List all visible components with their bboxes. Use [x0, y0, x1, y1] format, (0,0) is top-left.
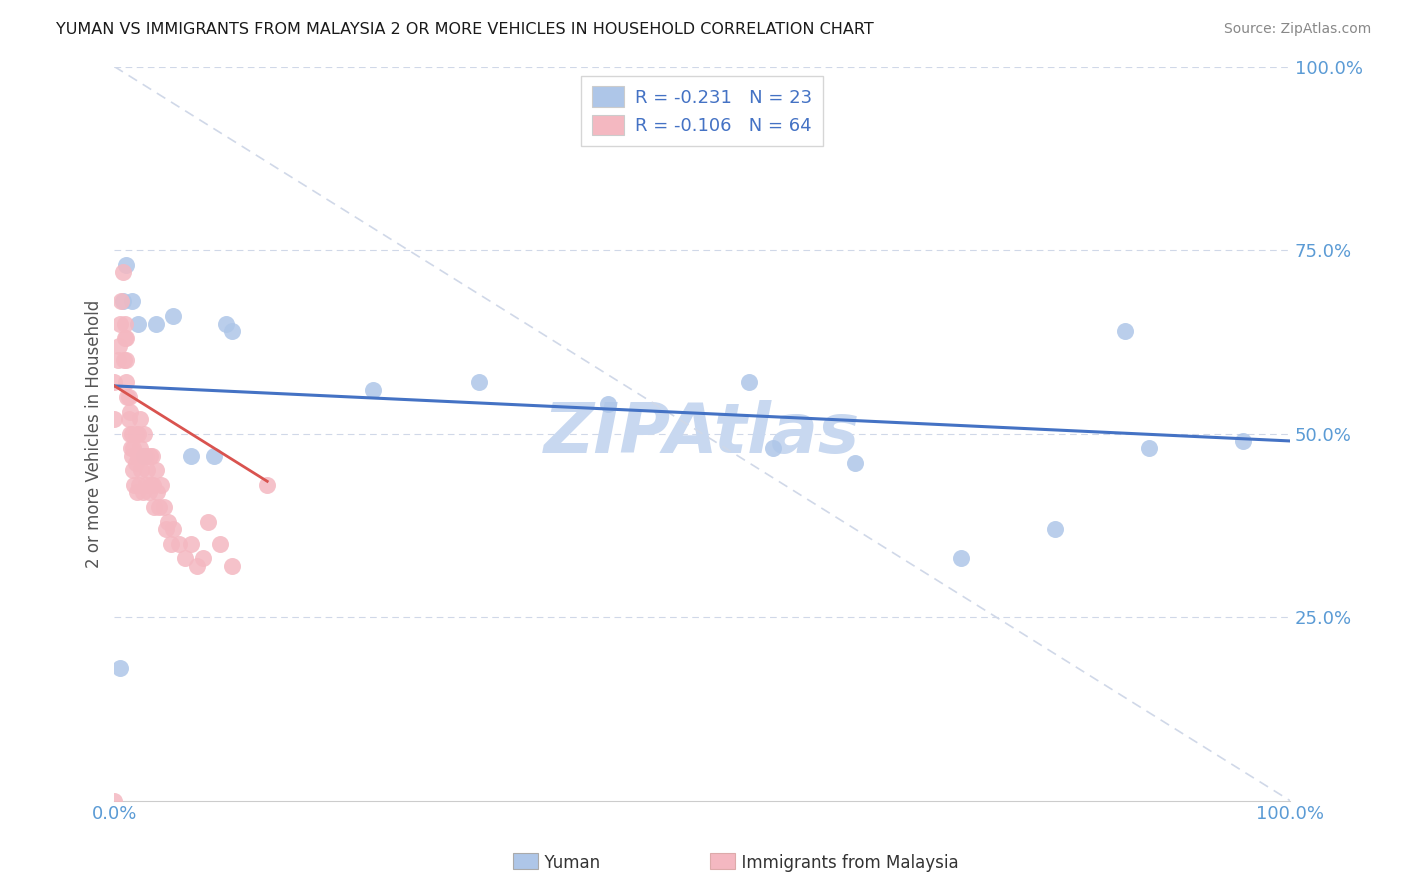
- Point: [131, 485, 153, 500]
- Point: [145, 485, 167, 500]
- Point: [117, 390, 139, 404]
- Point: [114, 317, 136, 331]
- Point: [103, 376, 125, 390]
- Point: [129, 412, 152, 426]
- Point: [108, 338, 131, 352]
- Point: [129, 442, 152, 456]
- Point: [141, 449, 163, 463]
- Point: [114, 331, 136, 345]
- Point: [949, 551, 972, 566]
- Point: [150, 478, 173, 492]
- Point: [115, 376, 138, 390]
- Point: [186, 558, 208, 573]
- Point: [120, 442, 142, 456]
- Point: [1043, 522, 1066, 536]
- Point: [197, 515, 219, 529]
- Point: [162, 522, 184, 536]
- Y-axis label: 2 or more Vehicles in Household: 2 or more Vehicles in Household: [86, 300, 103, 567]
- Point: [127, 426, 149, 441]
- Point: [122, 463, 145, 477]
- Point: [135, 478, 157, 492]
- Point: [1232, 434, 1254, 448]
- Point: [118, 404, 141, 418]
- Point: [136, 463, 159, 477]
- Point: [191, 551, 214, 566]
- Legend: R = -0.231   N = 23, R = -0.106   N = 64: R = -0.231 N = 23, R = -0.106 N = 64: [581, 76, 824, 146]
- Point: [110, 294, 132, 309]
- Point: [124, 456, 146, 470]
- Point: [111, 265, 134, 279]
- Point: [844, 456, 866, 470]
- Point: [125, 485, 148, 500]
- Point: [117, 412, 139, 426]
- Text: Immigrants from Malaysia: Immigrants from Malaysia: [731, 855, 959, 872]
- Point: [145, 317, 167, 331]
- Point: [121, 449, 143, 463]
- Point: [1137, 442, 1160, 456]
- Point: [209, 537, 232, 551]
- Text: Source: ZipAtlas.com: Source: ZipAtlas.com: [1223, 22, 1371, 37]
- Point: [142, 478, 165, 492]
- Point: [118, 426, 141, 441]
- Point: [139, 478, 162, 492]
- Point: [468, 376, 491, 390]
- Point: [762, 442, 785, 456]
- Point: [138, 449, 160, 463]
- Point: [134, 449, 156, 463]
- Point: [138, 485, 160, 500]
- Point: [128, 478, 150, 492]
- Point: [162, 309, 184, 323]
- Text: ZIPAtlas: ZIPAtlas: [544, 401, 860, 467]
- Point: [115, 258, 138, 272]
- Point: [157, 515, 180, 529]
- Point: [180, 449, 202, 463]
- Point: [132, 449, 155, 463]
- Point: [111, 294, 134, 309]
- Bar: [513, 853, 538, 869]
- Point: [738, 376, 761, 390]
- Point: [221, 558, 243, 573]
- Point: [1114, 324, 1136, 338]
- Point: [110, 661, 132, 675]
- Point: [221, 324, 243, 338]
- Point: [127, 449, 149, 463]
- Point: [148, 500, 170, 514]
- Point: [202, 449, 225, 463]
- Point: [115, 353, 138, 368]
- Point: [160, 537, 183, 551]
- Point: [132, 426, 155, 441]
- Text: Yuman: Yuman: [534, 855, 600, 872]
- Point: [143, 500, 166, 514]
- Point: [103, 412, 125, 426]
- Text: YUMAN VS IMMIGRANTS FROM MALAYSIA 2 OR MORE VEHICLES IN HOUSEHOLD CORRELATION CH: YUMAN VS IMMIGRANTS FROM MALAYSIA 2 OR M…: [56, 22, 875, 37]
- Point: [121, 294, 143, 309]
- Point: [107, 353, 129, 368]
- Point: [127, 317, 149, 331]
- Point: [155, 522, 177, 536]
- Point: [167, 537, 190, 551]
- Point: [122, 442, 145, 456]
- Point: [145, 463, 167, 477]
- Point: [131, 463, 153, 477]
- Point: [103, 794, 125, 808]
- Point: [152, 500, 174, 514]
- Point: [112, 353, 135, 368]
- Point: [598, 397, 620, 411]
- Point: [361, 383, 384, 397]
- Point: [115, 331, 138, 345]
- Point: [215, 317, 238, 331]
- Point: [174, 551, 197, 566]
- Point: [180, 537, 202, 551]
- Point: [121, 426, 143, 441]
- Point: [117, 390, 139, 404]
- Point: [110, 317, 132, 331]
- Point: [124, 426, 146, 441]
- Bar: [710, 853, 735, 869]
- Point: [256, 478, 278, 492]
- Point: [135, 449, 157, 463]
- Point: [124, 478, 146, 492]
